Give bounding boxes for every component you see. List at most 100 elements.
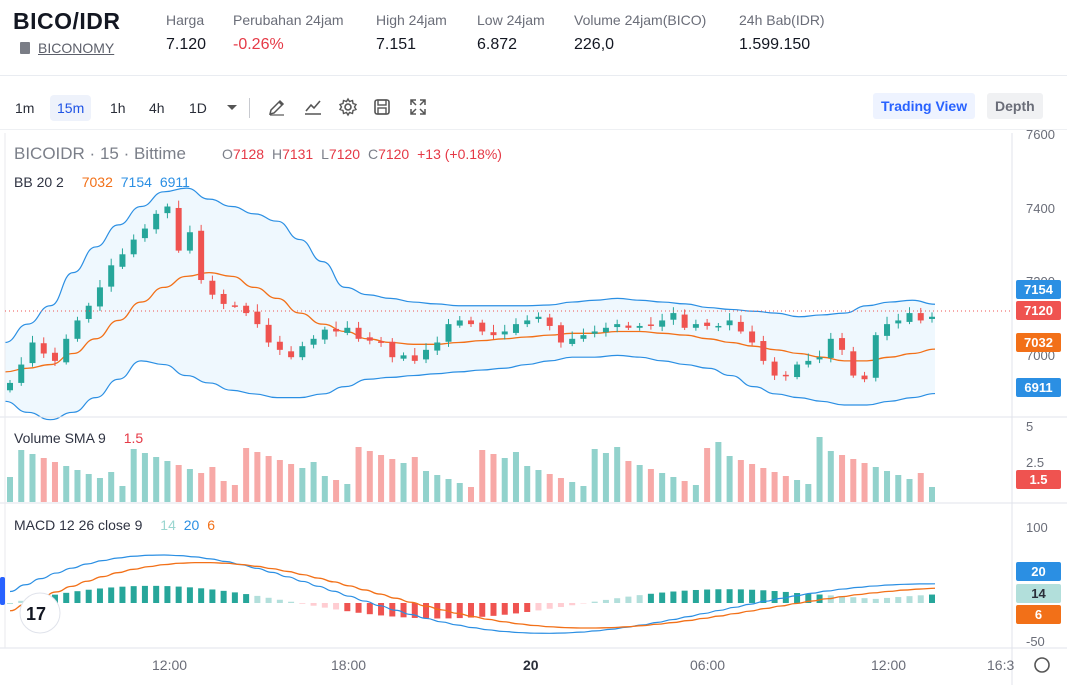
macd-hist-bar [243,594,249,603]
macd-hist-bar [254,596,260,603]
volume-bar [704,448,710,502]
macd-hist-bar [288,602,294,603]
bb-mid-tag: 7032 [1016,333,1061,352]
indicators-icon[interactable] [303,97,323,117]
bb-mid-value: 7032 [82,174,113,190]
candle-body [74,320,80,338]
macd-hist-bar [221,591,227,603]
macd-hist-bar [344,603,350,611]
chart-canvas[interactable]: 17 [0,133,1067,685]
candle-body [108,265,114,286]
candle-body [929,317,935,319]
price-chart[interactable]: 17 BICOIDR · 15 · Bittime O7128 H7131 L7… [0,133,1067,685]
candle-body [198,231,204,280]
stat-value: 7.120 [166,36,206,54]
candle-body [266,325,272,343]
candle-body [502,331,508,334]
volume-bar [164,461,170,502]
volume-bar [344,484,350,502]
timeframe-1d[interactable]: 1D [182,95,214,121]
macd-hist-bar [637,595,643,603]
volume-bar [918,473,924,502]
volume-bar [693,485,699,502]
volume-bar [29,454,35,502]
candle-body [884,324,890,336]
macd-label: MACD 12 26 close 9 [14,517,142,533]
open-value: 7128 [233,146,264,162]
stat-label: Perubahan 24jam [233,12,344,28]
macd-hist-bar [715,589,721,603]
timeframe-4h[interactable]: 4h [142,95,172,121]
trading-view-button[interactable]: Trading View [873,93,975,119]
candle-body [907,313,913,322]
volume-bar [772,472,778,502]
draw-icon[interactable] [267,97,287,117]
change-value: +13 (+0.18%) [417,146,502,162]
volume-bar [490,454,496,502]
macd-hist-bar [153,586,159,603]
candle-body [176,208,182,251]
macd-hist-bar [659,593,665,603]
volume-bar [659,473,665,502]
candle-body [693,324,699,328]
open-label: O [222,146,233,162]
volume-bar [119,486,125,502]
macd-hist-bar [7,603,13,604]
volume-bar [74,470,80,502]
close-label: C [368,146,378,162]
volume-bar [221,481,227,502]
volume-bar [569,482,575,502]
timeframe-1h[interactable]: 1h [103,95,133,121]
macd-hist-bar [490,603,496,616]
timeframe-1m[interactable]: 1m [8,95,41,121]
volume-bar [580,486,586,502]
macd-hist-bar [468,603,474,618]
candle-body [333,329,339,332]
macd-hist-bar [86,590,92,603]
macd-hist-bar [603,600,609,603]
macd-hist-bar [187,587,193,603]
volume-bar [468,487,474,502]
volume-bar [367,451,373,502]
time-axis-label: 20 [523,657,539,673]
candle-body [434,342,440,350]
candle-body [131,240,137,255]
timeframe-15m[interactable]: 15m [50,95,91,121]
settings-icon[interactable] [338,97,358,117]
stat-turnover: 24h Bab(IDR)1.599.150 [739,12,825,54]
macd-signal-tag: 6 [1016,605,1061,624]
macd-hist-value: 14 [160,517,176,533]
volume-bar [513,452,519,502]
macd-hist-bar [535,603,541,610]
candle-body [569,339,575,344]
volume-label: Volume SMA 9 [14,430,106,446]
tradingview-logo: 17 [20,593,60,633]
volume-bar [18,450,24,502]
volume-bar [232,485,238,502]
volume-bar [682,481,688,502]
macd-hist-bar [198,588,204,603]
macd-hist-bar [558,603,564,607]
candle-body [727,320,733,325]
chart-toolbar: 1m 15m 1h 4h 1D Trading View Depth [0,84,1067,130]
volume-bar [749,464,755,502]
stat-value: 6.872 [477,36,545,54]
macd-hist-bar [378,603,384,615]
macd-axis-label: -50 [1026,634,1045,649]
volume-bar [783,476,789,502]
toolbar-divider [249,98,250,118]
candle-body [322,330,328,340]
candle-body [749,331,755,342]
fullscreen-icon[interactable] [408,97,428,117]
candle-body [603,328,609,332]
pair-title: BICO/IDR [13,8,121,35]
depth-button[interactable]: Depth [987,93,1043,119]
chevron-down-icon[interactable] [222,97,242,117]
candle-body [794,365,800,377]
exchange-link[interactable]: BICONOMY [20,40,114,56]
candle-body [7,383,13,390]
macd-hist-bar [277,600,283,603]
candle-body [378,341,384,343]
save-icon[interactable] [372,97,392,117]
